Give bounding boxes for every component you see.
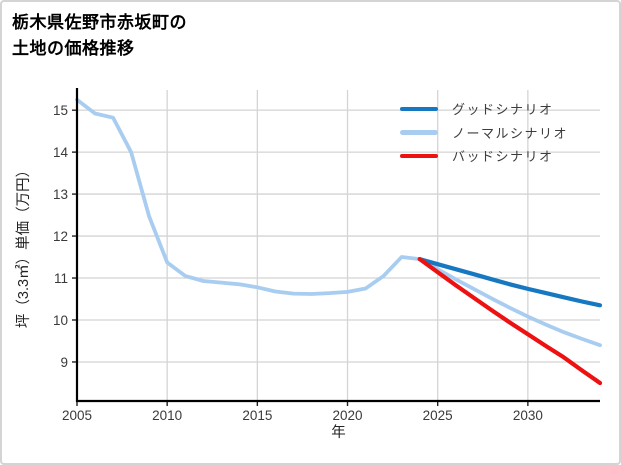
chart-title-line2: 土地の価格推移 (12, 38, 135, 58)
y-axis-label: 坪（3.3㎡）単価（万円） (15, 163, 32, 328)
x-tick-label-2025: 2025 (423, 408, 453, 423)
y-tick-label-12: 12 (53, 229, 68, 244)
good-scenario-line (417, 257, 603, 308)
legend-label-normal-scenario: ノーマルシナリオ (452, 125, 569, 141)
chart-title: 栃木県佐野市赤坂町の 土地の価格推移 (12, 10, 187, 61)
x-tick-label-2020: 2020 (332, 408, 362, 423)
bad-scenario-line (417, 257, 603, 386)
chart-axes: 2005 2010 2015 2020 2025 2030 9 10 11 12 13 14 15 年 坪（… (15, 88, 600, 441)
chart-gridlines (76, 90, 600, 401)
normal-scenario-line (75, 97, 602, 348)
y-tick-label-11: 11 (54, 271, 68, 286)
legend-label-bad-scenario: バッドシナリオ (452, 149, 554, 165)
legend-item-good-scenario: グッドシナリオ (400, 97, 568, 121)
x-tick-label-2015: 2015 (242, 408, 272, 423)
chart-title-line1: 栃木県佐野市赤坂町の (12, 13, 187, 32)
legend-item-bad-scenario: バッドシナリオ (400, 144, 568, 168)
chart-legend: グッドシナリオ ノーマルシナリオ バッドシナリオ (400, 97, 568, 168)
y-tick-label-9: 9 (60, 355, 68, 370)
x-tick-label-2010: 2010 (152, 408, 182, 423)
y-tick-label-13: 13 (53, 187, 68, 202)
y-tick-label-15: 15 (53, 103, 68, 118)
normal-scenario-line-icon (400, 130, 438, 135)
good-scenario-line-icon (400, 106, 438, 111)
y-tick-label-10: 10 (53, 313, 68, 328)
x-tick-label-2030: 2030 (513, 408, 543, 423)
legend-item-normal-scenario: ノーマルシナリオ (400, 121, 568, 145)
x-tick-label-2005: 2005 (62, 408, 92, 423)
y-tick-label-14: 14 (53, 145, 69, 160)
legend-label-good-scenario: グッドシナリオ (452, 102, 554, 118)
bad-scenario-line-icon (400, 153, 438, 158)
x-axis-label: 年 (331, 424, 346, 441)
chart-series (75, 97, 603, 386)
